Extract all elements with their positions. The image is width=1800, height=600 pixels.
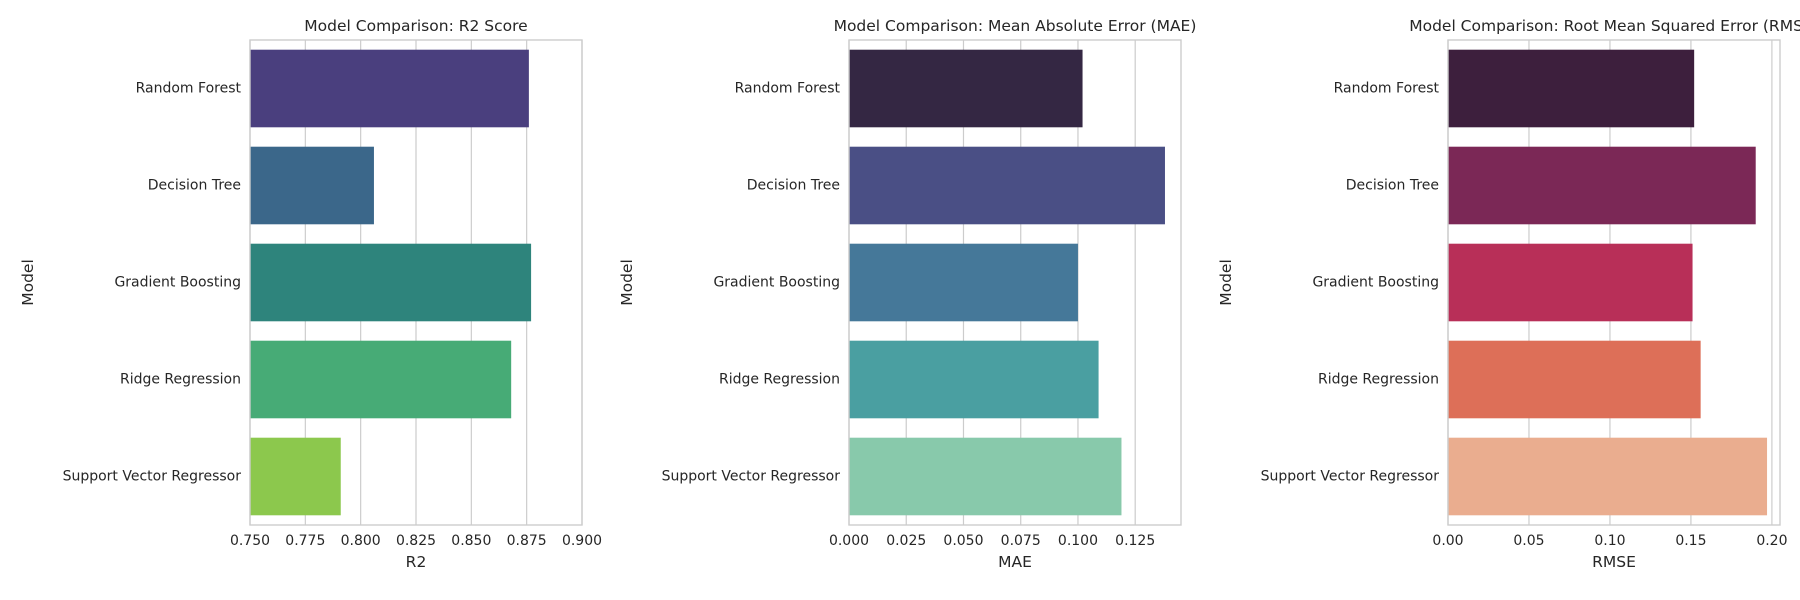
axes-frame (1447, 39, 1781, 526)
subplot-1: Random Forest Decision Tree Gradient Boost… (19, 17, 602, 571)
axes-frame (848, 39, 1182, 526)
bar-decision-tree (849, 146, 1165, 225)
x-axis-label: MAE (998, 553, 1032, 571)
x-tick-label: 0.850 (451, 533, 491, 549)
y-axis-label: Model (19, 259, 37, 306)
x-tick-label: 0.050 (943, 533, 983, 549)
x-tick-label: 0.025 (886, 533, 926, 549)
y-tick-label: Gradient Boosting (1312, 275, 1439, 291)
x-tick-label: 0.775 (285, 533, 325, 549)
x-axis-label: R2 (406, 553, 427, 571)
x-tick-label: 0.20 (1756, 533, 1787, 549)
chart-title: Model Comparison: Root Mean Squared Erro… (1409, 17, 1800, 35)
y-tick-label: Support Vector Regressor (1261, 469, 1440, 485)
y-axis-label: Model (1217, 259, 1235, 306)
y-axis-label: Model (618, 259, 636, 306)
y-tick-label: Decision Tree (148, 178, 241, 194)
bar-random-forest (1448, 49, 1695, 128)
x-tick-label: 0.075 (1001, 533, 1041, 549)
bar-decision-tree (1448, 146, 1756, 225)
x-tick-label: 0.05 (1513, 533, 1544, 549)
bar-support-vector-regressor (849, 437, 1122, 516)
chart-title: Model Comparison: Mean Absolute Error (M… (834, 17, 1197, 35)
x-tick-label: 0.10 (1594, 533, 1625, 549)
x-axis-label: RMSE (1592, 553, 1636, 571)
y-tick-label: Decision Tree (747, 178, 840, 194)
y-tick-label: Decision Tree (1346, 178, 1439, 194)
bar-gradient-boosting (849, 243, 1078, 322)
subplot-2: Random Forest Decision Tree Gradient Boost… (618, 17, 1196, 571)
y-tick-label: Ridge Regression (719, 372, 840, 388)
x-tick-label: 0.15 (1675, 533, 1706, 549)
y-tick-label: Random Forest (136, 81, 242, 97)
bar-random-forest (849, 49, 1083, 128)
bar-ridge-regression (1448, 340, 1701, 419)
y-tick-label: Support Vector Regressor (662, 469, 841, 485)
subplot-3: Random Forest Decision Tree Gradient Boost… (1217, 17, 1800, 571)
x-tick-label: 0.825 (396, 533, 436, 549)
bar-gradient-boosting (250, 243, 532, 322)
x-tick-label: 0.000 (829, 533, 869, 549)
x-tick-label: 0.800 (341, 533, 381, 549)
bar-ridge-regression (250, 340, 512, 419)
y-tick-label: Random Forest (1334, 81, 1440, 97)
x-tick-label: 0.875 (507, 533, 547, 549)
axes-frame (249, 39, 583, 526)
bar-ridge-regression (849, 340, 1099, 419)
bar-support-vector-regressor (250, 437, 341, 516)
y-tick-label: Gradient Boosting (114, 275, 241, 291)
y-tick-label: Gradient Boosting (713, 275, 840, 291)
bar-gradient-boosting (1448, 243, 1693, 322)
y-tick-label: Support Vector Regressor (63, 469, 242, 485)
x-tick-label: 0.900 (562, 533, 602, 549)
x-tick-label: 0.100 (1058, 533, 1098, 549)
y-tick-label: Random Forest (735, 81, 841, 97)
x-tick-label: 0.00 (1432, 533, 1463, 549)
bar-support-vector-regressor (1448, 437, 1768, 516)
chart-title: Model Comparison: R2 Score (304, 17, 527, 35)
y-tick-label: Ridge Regression (1318, 372, 1439, 388)
y-tick-label: Ridge Regression (120, 372, 241, 388)
bar-random-forest (250, 49, 529, 128)
x-tick-label: 0.125 (1115, 533, 1155, 549)
bar-decision-tree (250, 146, 374, 225)
x-tick-label: 0.750 (230, 533, 270, 549)
